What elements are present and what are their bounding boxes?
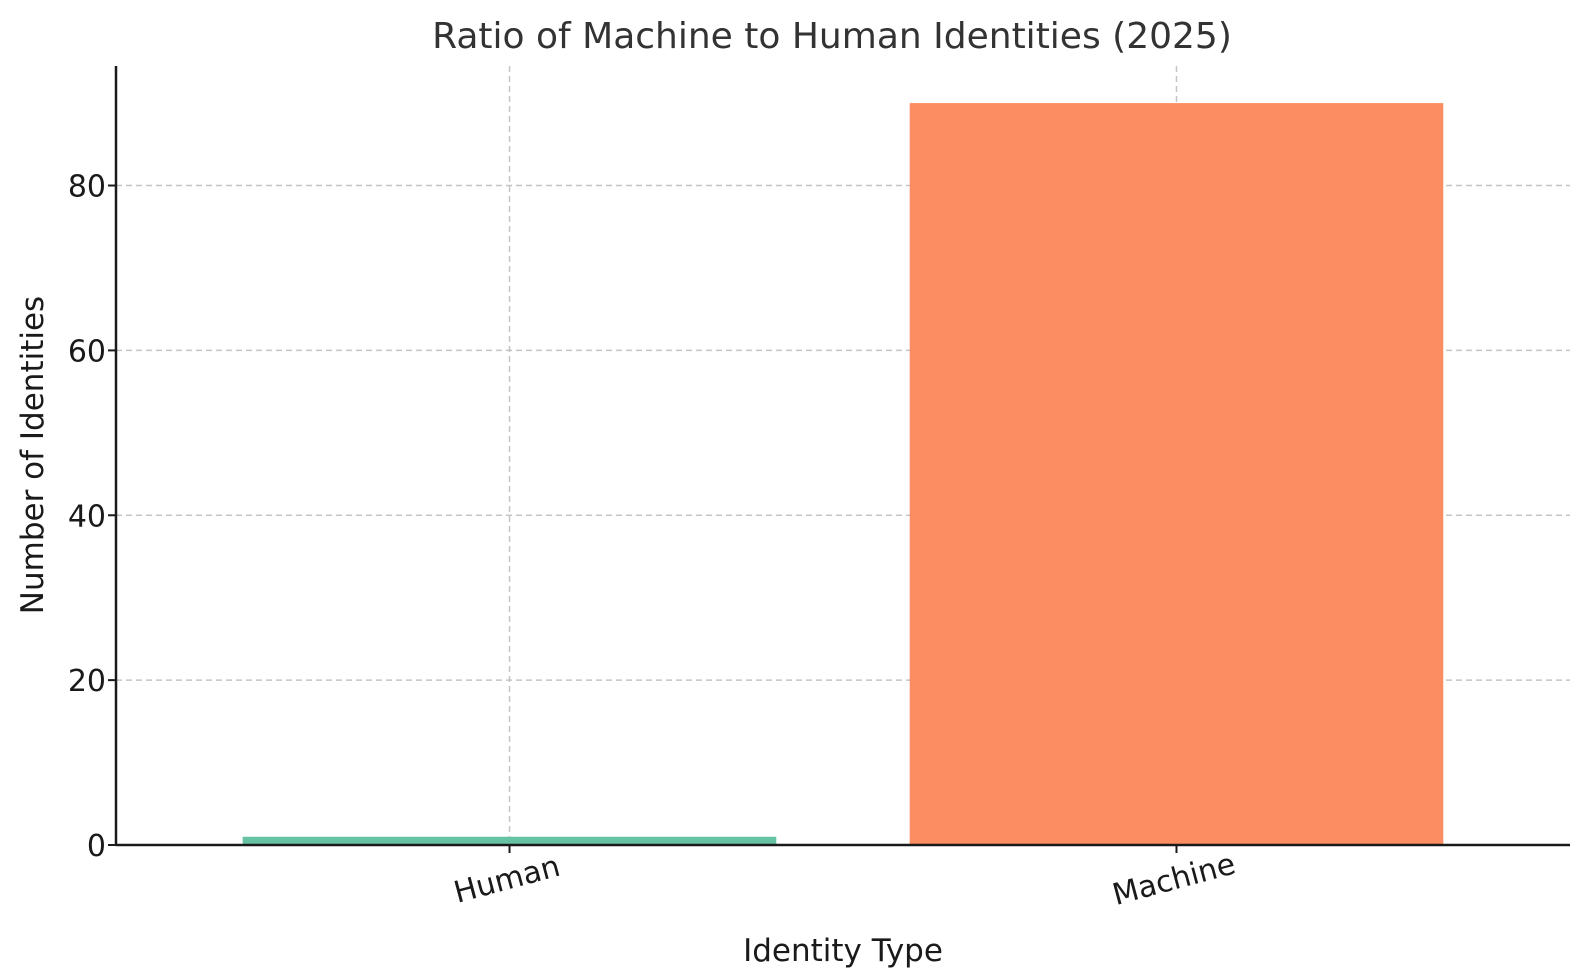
x-tick-label: Machine (1109, 847, 1239, 913)
y-tick-label: 20 (68, 664, 106, 699)
bar-machine (909, 103, 1444, 846)
bar-human (242, 836, 777, 845)
y-tick-label: 60 (68, 334, 106, 369)
chart-title: Ratio of Machine to Human Identities (20… (432, 16, 1232, 57)
x-tick-label: Human (450, 849, 564, 911)
y-tick-label: 80 (68, 170, 106, 205)
x-axis-ticks: Human Machine (450, 845, 1239, 913)
bars (242, 103, 1444, 846)
x-axis-label: Identity Type (743, 933, 943, 969)
y-axis-ticks: 0 20 40 60 80 (68, 170, 116, 864)
y-tick-label: 40 (68, 499, 106, 534)
y-axis-label: Number of Identities (15, 296, 51, 614)
y-tick-label: 0 (87, 829, 106, 864)
